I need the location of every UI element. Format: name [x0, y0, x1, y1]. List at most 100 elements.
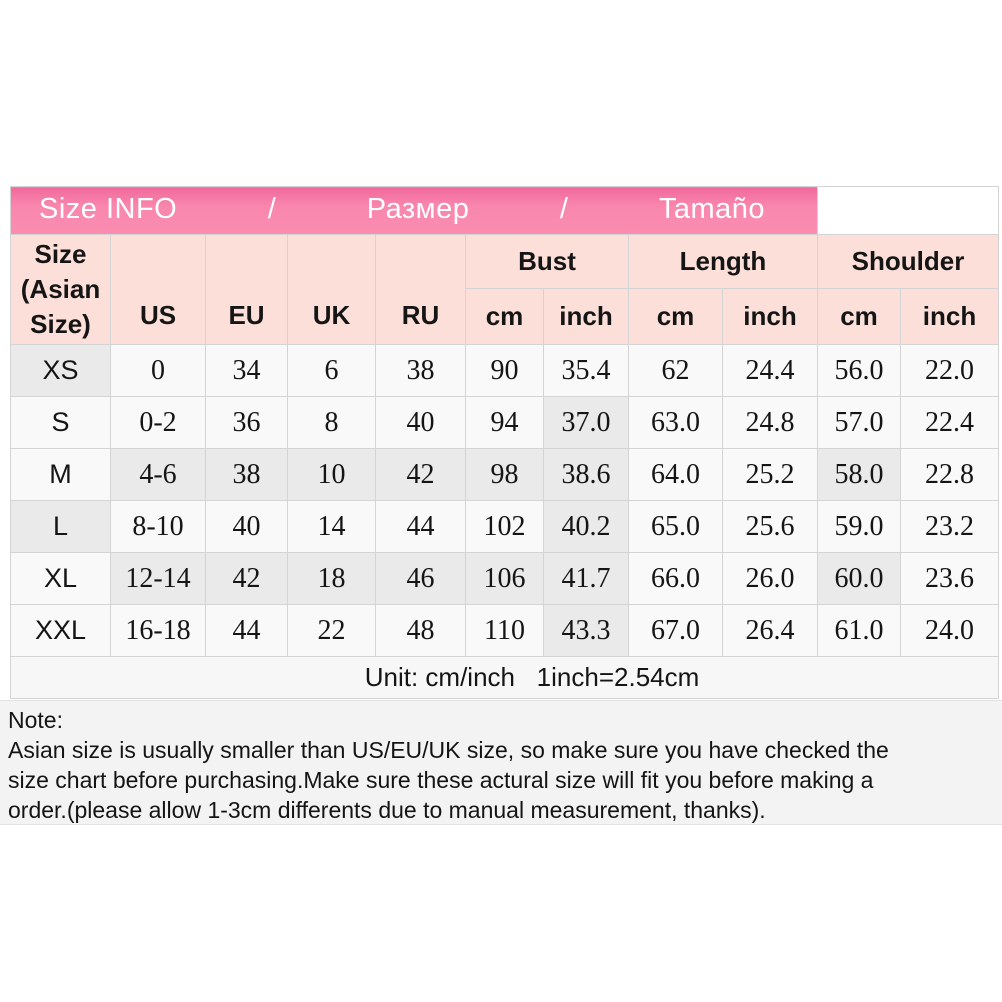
column-header-eu: EU [205, 234, 288, 345]
data-cell: 22 [287, 604, 376, 657]
data-cell: 8 [287, 396, 376, 449]
data-cell: 22.8 [900, 448, 1000, 501]
data-cell: 0-2 [110, 396, 206, 449]
column-header-size: Size (Asian Size) [10, 234, 111, 345]
data-cell: 24.0 [900, 604, 1000, 657]
data-cell: 90 [465, 344, 544, 397]
data-cell: 40 [205, 500, 288, 553]
note-section: Note: Asian size is usually smaller than… [0, 700, 1002, 825]
note-line: order.(please allow 1-3cm differents due… [8, 797, 766, 823]
data-cell: 46 [375, 552, 466, 605]
data-cell: 63.0 [628, 396, 723, 449]
column-header-uk: UK [287, 234, 376, 345]
group-header-shoulder: Shoulder [817, 233, 1000, 290]
size-label-cell: XL [10, 552, 111, 605]
data-cell: 0 [110, 344, 206, 397]
note-body: Asian size is usually smaller than US/EU… [8, 735, 996, 825]
data-cell: 48 [375, 604, 466, 657]
size-label-cell: L [10, 500, 111, 553]
data-cell: 8-10 [110, 500, 206, 553]
column-header-us: US [110, 234, 206, 345]
data-cell: 24.4 [721, 344, 819, 397]
data-cell: 25.2 [721, 448, 819, 501]
size-row-l: L 8-10 40 14 44 102 40.2 65.0 25.6 59.0 23.2 [10, 500, 1000, 553]
data-cell: 24.8 [721, 396, 819, 449]
subheader-shoulder-inch: inch [900, 288, 1000, 345]
data-cell: 67.0 [628, 604, 723, 657]
data-cell: 66.0 [628, 552, 723, 605]
subheader-bust-inch: inch [543, 288, 629, 345]
subheader-shoulder-cm: cm [817, 288, 902, 345]
data-cell: 37.0 [543, 396, 629, 449]
note-title: Note: [8, 707, 63, 733]
size-row-xs: XS 0 34 6 38 90 35.4 62 24.4 56.0 22.0 [10, 344, 1000, 397]
data-cell: 22.4 [900, 396, 1000, 449]
banner-title-es: Tamaño [658, 193, 765, 225]
data-cell: 16-18 [110, 604, 206, 657]
data-cell: 65.0 [628, 500, 723, 553]
unit-row: Unit: cm/inch 1inch=2.54cm [9, 656, 1000, 699]
data-cell: 44 [375, 500, 466, 553]
data-cell: 10 [287, 448, 376, 501]
data-cell: 40 [375, 396, 466, 449]
banner-row: Size INFO / Размер / Tamaño [9, 186, 1000, 235]
banner-text: Size INFO / Размер / Tamaño [12, 193, 817, 228]
data-cell: 60.0 [817, 552, 902, 605]
data-cell: 4-6 [110, 448, 206, 501]
banner-empty-cell [817, 186, 1000, 235]
data-cell: 14 [287, 500, 376, 553]
size-label-cell: XXL [10, 604, 111, 657]
data-cell: 42 [375, 448, 466, 501]
banner-title-ru: Размер [366, 193, 470, 225]
data-cell: 12-14 [110, 552, 206, 605]
data-cell: 6 [287, 344, 376, 397]
data-cell: 36 [205, 396, 288, 449]
data-cell: 42 [205, 552, 288, 605]
data-cell: 22.0 [900, 344, 1000, 397]
data-cell: 106 [465, 552, 544, 605]
data-cell: 35.4 [543, 344, 629, 397]
data-cell: 38 [375, 344, 466, 397]
data-cell: 25.6 [721, 500, 819, 553]
data-cell: 26.4 [721, 604, 819, 657]
data-cell: 61.0 [817, 604, 902, 657]
unit-note: Unit: cm/inch 1inch=2.54cm [9, 656, 1000, 699]
size-label-cell: S [10, 396, 111, 449]
banner-title-en: Size INFO [39, 193, 178, 225]
data-cell: 23.6 [900, 552, 1000, 605]
banner-separator: / [559, 193, 569, 225]
note-line: size chart before purchasing.Make sure t… [8, 767, 874, 793]
subheader-bust-cm: cm [465, 288, 544, 345]
size-row-xxl: XXL 16-18 44 22 48 110 43.3 67.0 26.4 61.0 24.0 [10, 604, 1000, 657]
size-table: Size INFO / Размер / Tamaño Size (Asian … [9, 186, 1000, 699]
group-header-bust: Bust [465, 233, 629, 290]
size-row-m: M 4-6 38 10 42 98 38.6 64.0 25.2 58.0 22.8 [10, 448, 1000, 501]
size-label-cell: XS [10, 344, 111, 397]
subheader-length-cm: cm [628, 288, 723, 345]
size-row-xl: XL 12-14 42 18 46 106 41.7 66.0 26.0 60.0 23.6 [10, 552, 1000, 605]
data-cell: 59.0 [817, 500, 902, 553]
column-header-ru: RU [375, 234, 466, 345]
data-cell: 23.2 [900, 500, 1000, 553]
banner-separator: / [267, 193, 277, 225]
data-cell: 98 [465, 448, 544, 501]
size-row-s: S 0-2 36 8 40 94 37.0 63.0 24.8 57.0 22.4 [10, 396, 1000, 449]
header-sub-row: cm inch cm inch cm inch [11, 288, 1000, 345]
data-cell: 43.3 [543, 604, 629, 657]
data-cell: 64.0 [628, 448, 723, 501]
data-cell: 34 [205, 344, 288, 397]
size-label-cell: M [10, 448, 111, 501]
data-cell: 57.0 [817, 396, 902, 449]
data-cell: 94 [465, 396, 544, 449]
data-cell: 58.0 [817, 448, 902, 501]
data-cell: 26.0 [721, 552, 819, 605]
data-cell: 102 [465, 500, 544, 553]
data-cell: 18 [287, 552, 376, 605]
data-cell: 38 [205, 448, 288, 501]
data-cell: 110 [465, 604, 544, 657]
note-line: Asian size is usually smaller than US/EU… [8, 737, 889, 763]
banner: Size INFO / Размер / Tamaño [9, 186, 819, 235]
data-cell: 40.2 [543, 500, 629, 553]
data-cell: 56.0 [817, 344, 902, 397]
